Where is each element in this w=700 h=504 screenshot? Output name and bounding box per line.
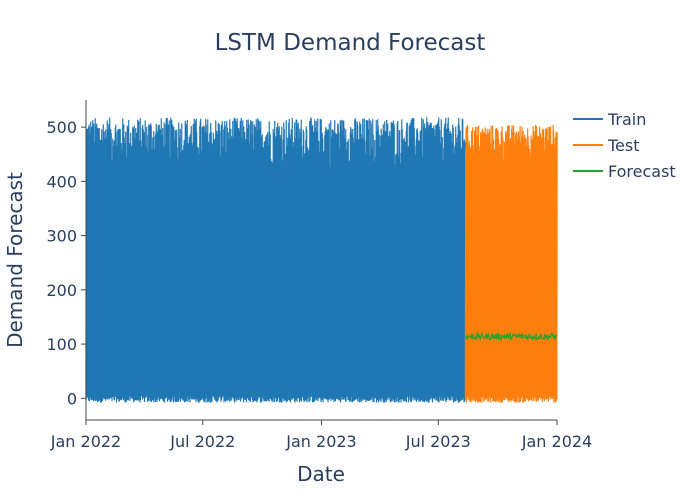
y-tick-label: 300 [46,227,77,246]
x-tick-label: Jul 2023 [405,432,471,451]
y-axis-title: Demand Forecast [3,172,27,348]
legend-label-forecast: Forecast [608,162,676,181]
y-tick-label: 200 [46,281,77,300]
series-line-test [464,124,558,403]
x-tick-label: Jan 2022 [50,432,121,451]
y-tick-label: 0 [67,389,77,408]
x-tick-label: Jan 2023 [285,432,356,451]
chart-title: LSTM Demand Forecast [215,30,486,56]
series-line-forecast [464,331,558,342]
legend: Train Test Forecast [573,110,676,181]
series-line-train [85,117,466,403]
legend-label-train: Train [607,110,646,129]
plot-area [85,117,558,403]
axes: 0 100 200 300 400 500 Jan 2022 Jul 2022 Jan 2023… [46,100,592,451]
y-tick-label: 500 [46,118,77,137]
legend-label-test: Test [607,136,640,155]
x-axis-title: Date [297,462,345,486]
y-tick-label: 100 [46,335,77,354]
x-tick-label: Jan 2024 [521,432,592,451]
y-tick-label: 400 [46,172,77,191]
x-tick-label: Jul 2022 [169,432,235,451]
